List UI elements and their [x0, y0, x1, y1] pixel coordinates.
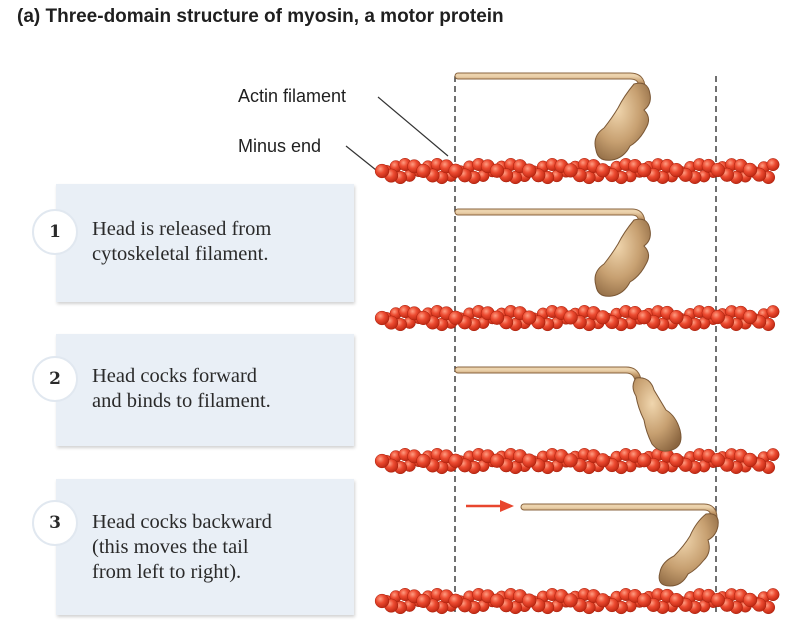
- myosin-3-head: [658, 513, 719, 587]
- step-1-number: 1: [32, 209, 78, 255]
- myosin-0: [454, 72, 651, 161]
- actin-bead: [489, 163, 505, 178]
- actin-bead: [710, 162, 725, 178]
- actin-bead: [742, 162, 758, 178]
- actin-bead: [669, 162, 684, 178]
- step-3-line-2: (this moves the tail: [92, 536, 249, 558]
- minus-end-label: Minus end: [238, 136, 322, 156]
- myosin-1: [454, 208, 651, 297]
- step-3-text: Head cocks backward (this moves the tail…: [92, 510, 272, 585]
- actin-bead: [742, 309, 758, 325]
- actin-filament-3: [374, 587, 780, 615]
- actin-bead: [595, 453, 610, 468]
- actin-bead: [595, 163, 610, 178]
- actin-bead: [448, 163, 463, 178]
- step-1-line-1: Head is released from: [92, 218, 272, 240]
- actin-bead: [595, 593, 610, 608]
- actin-filament-leader-line: [377, 96, 449, 157]
- actin-bead: [669, 452, 684, 468]
- actin-bead: [742, 592, 758, 608]
- actin-bead: [522, 593, 537, 608]
- figure-title: (a) Three-domain structure of myosin, a …: [17, 6, 504, 27]
- actin-bead: [448, 593, 463, 608]
- step-1-line-2: cytoskeletal filament.: [92, 243, 269, 265]
- actin-bead: [710, 592, 725, 608]
- step-3-box: [56, 479, 354, 615]
- actin-bead: [742, 452, 758, 468]
- myosin-2-head: [632, 377, 682, 452]
- actin-bead: [374, 163, 390, 179]
- step-2-line-1: Head cocks forward: [92, 365, 258, 387]
- actin-bead: [563, 453, 578, 468]
- actin-bead: [637, 453, 652, 468]
- step-2-line-2: and binds to filament.: [92, 390, 271, 412]
- actin-bead: [710, 452, 725, 468]
- myosin-3: [520, 503, 719, 587]
- actin-bead: [637, 163, 652, 178]
- actin-bead: [416, 310, 431, 326]
- actin-bead: [489, 593, 505, 608]
- actin-bead: [669, 309, 684, 325]
- actin-bead: [766, 158, 780, 172]
- actin-bead: [374, 310, 390, 326]
- actin-bead: [416, 593, 431, 609]
- step-3-number: 3: [32, 500, 78, 546]
- actin-bead: [416, 163, 431, 179]
- actin-bead: [563, 310, 578, 325]
- actin-bead: [669, 592, 684, 608]
- actin-bead: [522, 310, 537, 325]
- step-2-text: Head cocks forward and binds to filament…: [92, 364, 271, 414]
- actin-bead: [522, 453, 537, 468]
- actin-bead: [563, 163, 578, 178]
- actin-filament-1: [374, 304, 780, 332]
- actin-bead: [416, 453, 431, 469]
- actin-filament-label: Actin filament: [238, 86, 347, 106]
- step-2-number: 2: [32, 356, 78, 402]
- actin-bead: [448, 310, 463, 325]
- actin-bead: [489, 453, 505, 468]
- myosin-2: [454, 366, 682, 452]
- movement-arrow: [466, 500, 514, 512]
- minus-end-leader-line: [345, 145, 377, 171]
- step-3-line-1: Head cocks backward: [92, 511, 272, 533]
- myosin-0-head: [594, 82, 651, 161]
- actin-filament-2: [374, 447, 780, 475]
- actin-bead: [374, 593, 390, 609]
- actin-bead: [766, 588, 780, 602]
- step-3-line-3: from left to right).: [92, 561, 242, 583]
- actin-bead: [563, 593, 578, 608]
- actin-bead: [522, 163, 537, 178]
- actin-bead: [374, 453, 390, 469]
- actin-bead: [637, 593, 652, 608]
- actin-bead: [595, 310, 610, 325]
- step-1-text: Head is released from cytoskeletal filam…: [92, 217, 271, 267]
- myosin-1-head: [594, 218, 651, 297]
- actin-bead: [766, 448, 780, 462]
- actin-bead: [766, 305, 780, 319]
- actin-bead: [637, 310, 652, 325]
- step-2-box: [56, 334, 354, 446]
- actin-filament-0: [374, 157, 780, 185]
- actin-bead: [489, 310, 505, 325]
- actin-bead: [710, 309, 725, 325]
- movement-arrow-head: [500, 500, 514, 512]
- step-1-box: [56, 184, 354, 302]
- actin-bead: [448, 453, 463, 468]
